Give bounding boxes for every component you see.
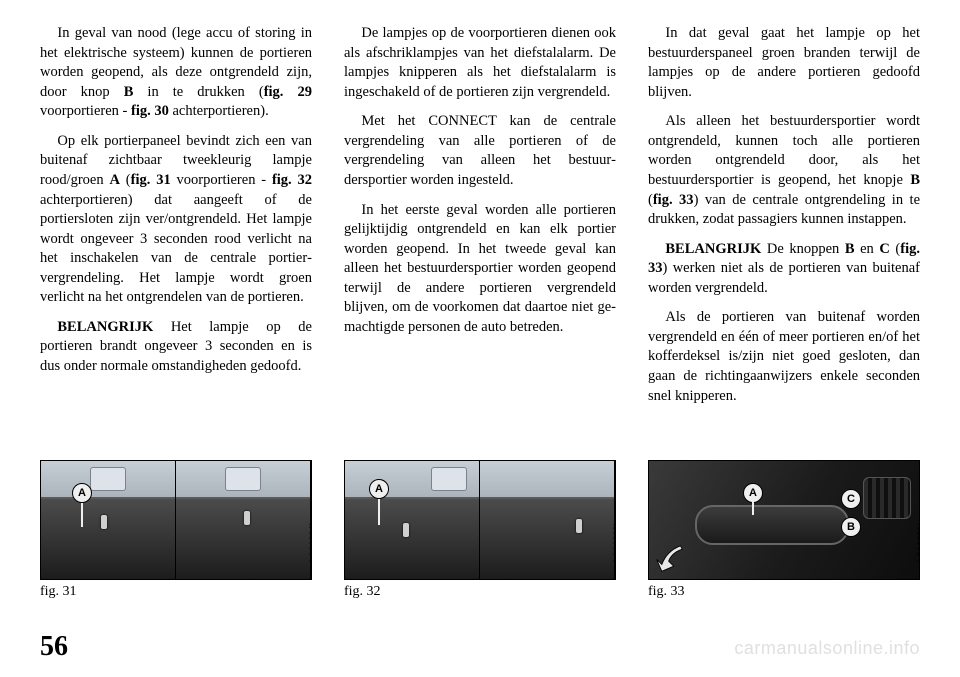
figure-31-code: L0A0064b [309,520,313,562]
c1-p3: BELANGRIJK Het lampje op de portieren br… [40,318,312,377]
c3-p2: Als alleen het bestuurdersportier wordt … [648,112,920,229]
figure-31: A L0A0064b fig. 31 [40,460,312,600]
text-span: achterportieren). [169,103,269,119]
bold-ref: C [879,241,889,257]
bold-ref: B [845,241,855,257]
manual-page: In geval van nood (lege accu of sto­ring… [0,0,960,677]
bold-ref: fig. 33 [653,192,694,208]
column-1: In geval van nood (lege accu of sto­ring… [40,24,312,454]
text-span: Als alleen het bestuurdersportier wordt … [648,113,920,188]
air-vent [863,477,911,519]
figure-31-right [176,461,311,579]
window-sticker [431,467,467,491]
door-sill [176,497,310,579]
figure-31-image: A L0A0064b [40,460,312,580]
text-span: achterportieren) dat aangeeft of de port… [40,192,312,306]
c2-p1: De lampjes op de voorportieren die­nen o… [344,24,616,102]
text-span: ) werken niet als de portieren van buite… [648,260,920,296]
glass-area [480,461,614,501]
lock-peg [101,515,107,529]
text-span: en [855,241,880,257]
bold-ref: fig. 29 [264,84,312,100]
figure-33-caption: fig. 33 [648,584,920,600]
bold-ref: B [124,84,134,100]
figure-32-right [480,461,615,579]
figure-31-left: A [41,461,176,579]
c1-p1: In geval van nood (lege accu of sto­ring… [40,24,312,122]
callout-line [752,501,754,515]
c3-p4: Als de portieren van buitenaf wor­den ve… [648,308,920,406]
arrow-icon [655,539,689,573]
text-span: ( [120,172,131,188]
c2-p3: In het eerste geval worden alle por­tier… [344,201,616,338]
marker-c: C [841,489,861,509]
figure-32-code: L0A0063b [613,520,617,562]
c3-p1: In dat geval gaat het lampje op het best… [648,24,920,102]
c3-p3: BELANGRIJK De knoppen B en C (fig. 33) w… [648,240,920,299]
callout-line [378,497,380,525]
figure-32-left: A [345,461,480,579]
figure-33: A B C L0A0051b fig. 33 [648,460,920,600]
bold-ref: fig. 32 [272,172,312,188]
bold-ref: A [109,172,119,188]
window-sticker [225,467,261,491]
door-sill [480,497,614,579]
glass-area [345,461,479,501]
figure-31-caption: fig. 31 [40,584,312,600]
bold-label: BELANGRIJK [665,241,761,257]
lock-peg [576,519,582,533]
watermark-text: carmanualsonline.info [734,638,920,659]
door-sill [41,497,175,579]
figure-32: A L0A0063b fig. 32 [344,460,616,600]
figure-33-code: L0A0051b [917,520,921,562]
figure-33-panel: A B C [649,461,919,579]
marker-b: B [841,517,861,537]
bold-ref: fig. 30 [131,103,169,119]
text-span: voorportieren - [40,103,131,119]
glass-area [41,461,175,501]
lock-peg [403,523,409,537]
lock-peg [244,511,250,525]
page-number: 56 [40,631,68,663]
door-handle [695,505,849,545]
marker-a: A [369,479,389,499]
figures-row: A L0A0064b fig. 31 [40,460,920,600]
text-span: De knoppen [761,241,845,257]
c1-p2: Op elk portierpaneel bevindt zich een va… [40,132,312,308]
bold-ref: B [910,172,920,188]
marker-a: A [743,483,763,503]
column-3: In dat geval gaat het lampje op het best… [648,24,920,454]
text-span: in te drukken ( [133,84,263,100]
callout-line [81,501,83,527]
figure-33-image: A B C L0A0051b [648,460,920,580]
text-span: ( [890,241,900,257]
c2-p2: Met het CONNECT kan de centrale vergrend… [344,112,616,190]
figure-32-image: A L0A0063b [344,460,616,580]
door-sill [345,497,479,579]
marker-a: A [72,483,92,503]
window-sticker [90,467,126,491]
bold-label: BELANGRIJK [57,319,170,335]
text-columns: In geval van nood (lege accu of sto­ring… [40,24,920,454]
glass-area [176,461,310,501]
bold-ref: fig. 31 [131,172,171,188]
column-2: De lampjes op de voorportieren die­nen o… [344,24,616,454]
text-span: voor­portieren - [171,172,272,188]
figure-32-caption: fig. 32 [344,584,616,600]
